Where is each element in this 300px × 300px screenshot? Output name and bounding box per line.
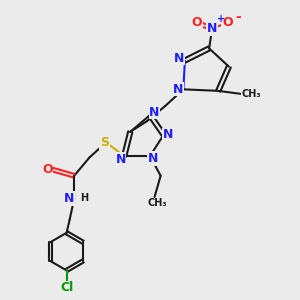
Text: O: O [192, 16, 202, 29]
Text: O: O [222, 16, 233, 29]
Text: H: H [80, 193, 88, 203]
Text: N: N [116, 153, 126, 166]
Text: N: N [207, 22, 217, 35]
Text: S: S [100, 136, 109, 149]
Text: Cl: Cl [60, 281, 73, 294]
Text: N: N [174, 52, 184, 64]
Text: +: + [217, 14, 226, 24]
Text: N: N [149, 106, 160, 118]
Text: N: N [148, 152, 158, 165]
Text: N: N [163, 128, 173, 141]
Text: N: N [173, 83, 183, 96]
Text: CH₃: CH₃ [148, 198, 167, 208]
Text: -: - [235, 10, 241, 24]
Text: O: O [42, 163, 53, 176]
Text: CH₃: CH₃ [242, 89, 261, 99]
Text: N: N [64, 192, 74, 205]
